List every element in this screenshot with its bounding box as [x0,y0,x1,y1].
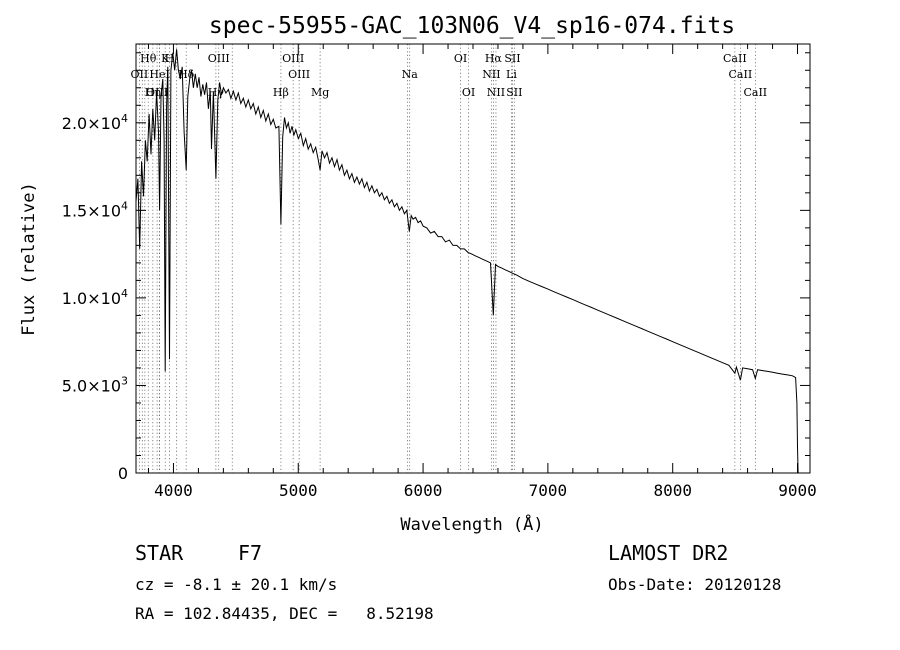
line-marker-lines [139,44,756,473]
line-marker-label: Na [402,68,419,81]
radec-label: RA = 102.84435, DEC = 8.52198 [135,604,434,623]
x-tick-label: 7000 [529,481,568,500]
survey-label: LAMOST DR2 [608,541,729,565]
line-marker-label: NII [482,68,500,81]
y-tick-label: 1.0×104 [62,287,128,308]
x-tick-label: 6000 [404,481,443,500]
line-marker-label: OIII [208,52,230,65]
x-axis-label: Wavelength (Å) [400,513,543,535]
y-tick-label: 5.0×103 [62,374,128,395]
x-axis: 4000 5000 6000 7000 8000 9000 [147,44,817,500]
line-marker-label: SII [506,86,522,99]
cz-label: cz = -8.1 ± 20.1 km/s [135,575,338,594]
subclass-label: F7 [238,541,263,565]
line-marker-label: CaII [729,68,753,81]
line-marker-label: K [161,52,170,65]
plot-frame [135,43,811,474]
line-marker-label: HeI [149,68,169,81]
obs-date-label: Obs-Date: 20120128 [608,575,782,594]
line-marker-label: Hη [145,86,161,99]
x-tick-label: 9000 [778,481,817,500]
line-marker-label: SII [504,52,520,65]
line-marker-label: Hα [485,52,503,65]
chart-title: spec-55955-GAC_103N06_V4_sp16-074.fits [209,13,735,39]
class-label: STAR [135,541,184,565]
line-marker-label: Mg [311,86,329,99]
y-tick-label: 1.5×104 [62,199,128,220]
y-axis: 0 5.0×103 1.0×104 1.5×104 2.0×104 [62,52,810,483]
x-tick-label: 8000 [653,481,692,500]
line-marker-label: CaII [743,86,767,99]
x-tick-label: 4000 [154,481,193,500]
line-marker-label: Hθ [140,52,157,65]
x-tick-label: 5000 [279,481,318,500]
line-marker-label: OIII [288,68,310,81]
line-marker-label: OII [131,68,149,81]
line-marker-label: NII [487,86,505,99]
line-marker-label: H [165,52,175,65]
line-marker-label: OIII [282,52,304,65]
y-tick-label: 0 [118,464,128,483]
line-marker-label: Hβ [273,86,289,99]
line-marker-label: Li [506,68,517,81]
spectrum-line [135,49,799,474]
line-marker-label: OI [462,86,475,99]
y-axis-label: Flux (relative) [19,182,39,336]
y-tick-label: 2.0×104 [62,112,128,133]
line-marker-label: CaII [723,52,747,65]
line-marker-label: OI [454,52,467,65]
